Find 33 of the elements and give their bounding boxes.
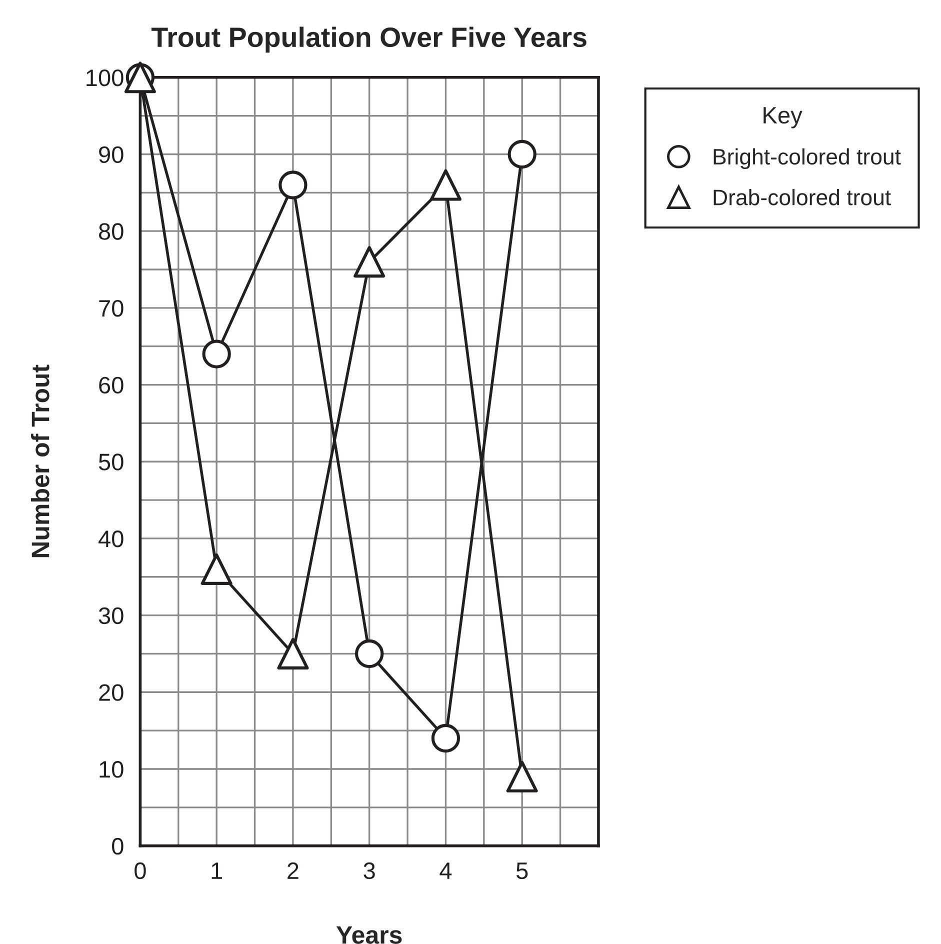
point xyxy=(354,246,386,278)
point xyxy=(355,639,384,668)
y-tick-label: 50 xyxy=(98,454,124,470)
y-tick-label: 30 xyxy=(98,607,124,624)
point xyxy=(202,340,231,368)
y-tick-label: 90 xyxy=(99,146,124,164)
y-tick-label: 40 xyxy=(98,530,124,548)
point xyxy=(278,170,308,200)
x-tick-label: 5 xyxy=(516,862,528,880)
point xyxy=(508,140,536,169)
y-tick-label: 20 xyxy=(99,684,124,701)
legend-title: Key xyxy=(764,107,802,128)
x-tick-label: 2 xyxy=(288,862,298,879)
x-tick-label: 1 xyxy=(212,862,222,879)
y-tick-label: 60 xyxy=(99,376,124,394)
x-tick-label: 0 xyxy=(134,862,146,880)
legend-label: Bright-colored trout xyxy=(714,148,901,170)
y-tick-label: 70 xyxy=(99,300,124,317)
point xyxy=(506,760,538,792)
point xyxy=(277,638,309,670)
chart-title: Trout Population Over Five Years xyxy=(151,26,586,53)
point xyxy=(200,553,232,585)
x-axis-title: Years xyxy=(336,926,402,944)
y-tick-label: 100 xyxy=(86,69,124,86)
x-tick-label: 4 xyxy=(440,862,452,879)
y-tick-label: 80 xyxy=(99,223,124,240)
y-tick-label: 0 xyxy=(112,838,124,855)
point xyxy=(430,169,462,201)
x-tick-label: 3 xyxy=(364,862,375,880)
point xyxy=(431,724,460,753)
legend-label: Drab-colored trout xyxy=(714,189,891,206)
y-tick-label: 10 xyxy=(100,761,124,778)
y-axis-title: Number of Trout xyxy=(30,364,50,558)
